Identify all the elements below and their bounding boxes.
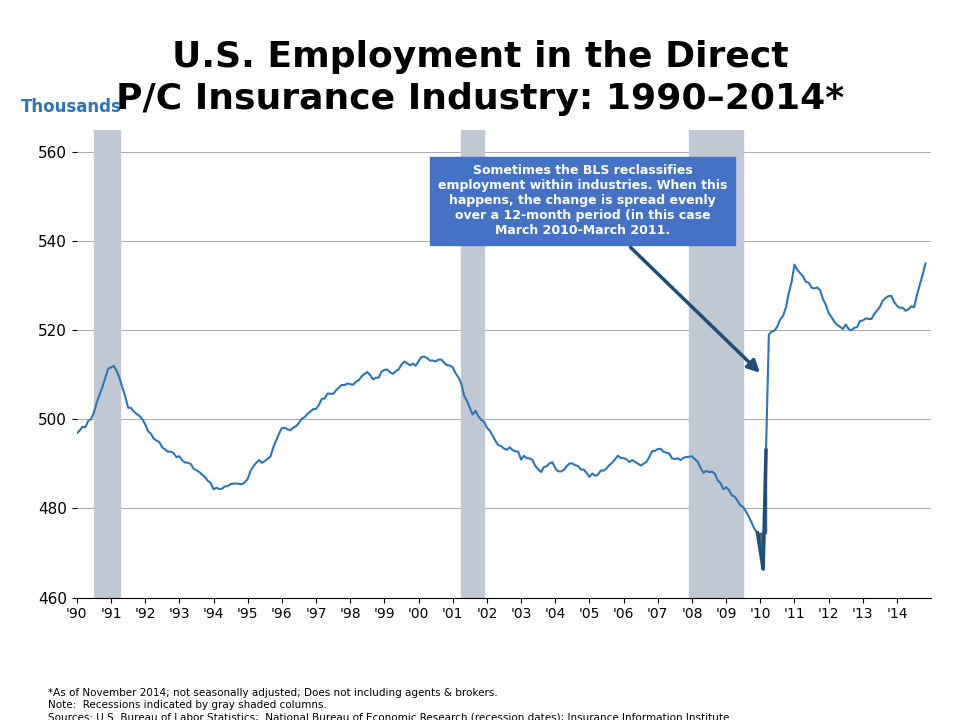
Bar (689, 130, 743, 598)
Text: Note:  Recessions indicated by gray shaded columns.: Note: Recessions indicated by gray shade… (48, 700, 326, 710)
Text: Sometimes the BLS reclassifies
employment within industries. When this
happens, : Sometimes the BLS reclassifies employmen… (438, 164, 757, 370)
Text: Sources: U.S. Bureau of Labor Statistics;  National Bureau of Economic Research : Sources: U.S. Bureau of Labor Statistics… (48, 712, 732, 720)
Bar (94, 130, 120, 598)
Text: Thousands: Thousands (21, 97, 122, 115)
Text: *As of November 2014; not seasonally adjusted; Does not including agents & broke: *As of November 2014; not seasonally adj… (48, 688, 497, 698)
Text: U.S. Employment in the Direct
P/C Insurance Industry: 1990–2014*: U.S. Employment in the Direct P/C Insura… (116, 40, 844, 116)
Bar (461, 130, 484, 598)
